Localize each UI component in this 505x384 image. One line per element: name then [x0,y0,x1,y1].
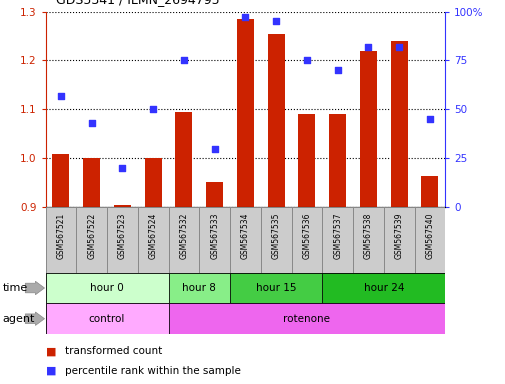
Text: agent: agent [3,314,35,324]
Text: control: control [89,314,125,324]
Bar [267,33,284,207]
Point [302,57,311,63]
Bar [421,175,437,207]
Bar [390,41,407,207]
Bar [383,207,414,273]
Bar [298,114,315,207]
Point [57,93,65,99]
Text: time: time [3,283,28,293]
Text: percentile rank within the sample: percentile rank within the sample [65,366,240,376]
Point [179,57,187,63]
Text: rotenone: rotenone [283,314,330,324]
Bar [114,205,131,207]
Point [364,44,372,50]
Text: ■: ■ [45,366,56,376]
Bar [291,207,322,273]
Bar [107,207,137,273]
Text: hour 0: hour 0 [90,283,124,293]
Bar [45,207,76,273]
Point [425,116,433,122]
Bar [168,303,444,334]
Bar [53,154,69,207]
Point [394,44,402,50]
Bar [45,273,168,303]
Bar [230,207,260,273]
Bar [322,273,444,303]
Text: GSM567522: GSM567522 [87,213,96,259]
Bar [414,207,444,273]
Text: GDS5341 / ILMN_2694795: GDS5341 / ILMN_2694795 [56,0,219,6]
Text: GSM567534: GSM567534 [240,213,249,259]
Text: GSM567533: GSM567533 [210,213,219,259]
Bar [359,51,376,207]
Bar [45,303,168,334]
Bar [76,207,107,273]
Bar [144,158,161,207]
Text: GSM567539: GSM567539 [394,213,403,259]
Point [149,106,157,113]
Bar [329,114,345,207]
Point [87,120,95,126]
Text: hour 15: hour 15 [256,283,296,293]
Bar [175,112,192,207]
Text: GSM567535: GSM567535 [271,213,280,259]
Text: hour 24: hour 24 [363,283,403,293]
Text: GSM567524: GSM567524 [148,213,158,259]
Point [241,14,249,20]
Bar [322,207,352,273]
Text: GSM567532: GSM567532 [179,213,188,259]
Bar [230,273,322,303]
Bar [168,273,230,303]
Bar [352,207,383,273]
Text: hour 8: hour 8 [182,283,216,293]
Text: GSM567536: GSM567536 [302,213,311,259]
Point [210,146,218,152]
Bar [260,207,291,273]
Bar [199,207,230,273]
Bar [83,158,100,207]
Text: GSM567521: GSM567521 [56,213,65,259]
Text: GSM567523: GSM567523 [118,213,127,259]
Point [333,67,341,73]
Bar [168,207,199,273]
Text: transformed count: transformed count [65,346,162,356]
Text: ■: ■ [45,346,56,356]
Point [272,18,280,25]
Text: GSM567538: GSM567538 [363,213,372,259]
Point [118,165,126,171]
Bar [137,207,168,273]
Bar [236,19,254,207]
Bar [206,182,223,207]
Text: GSM567540: GSM567540 [425,213,434,259]
Text: GSM567537: GSM567537 [332,213,341,259]
